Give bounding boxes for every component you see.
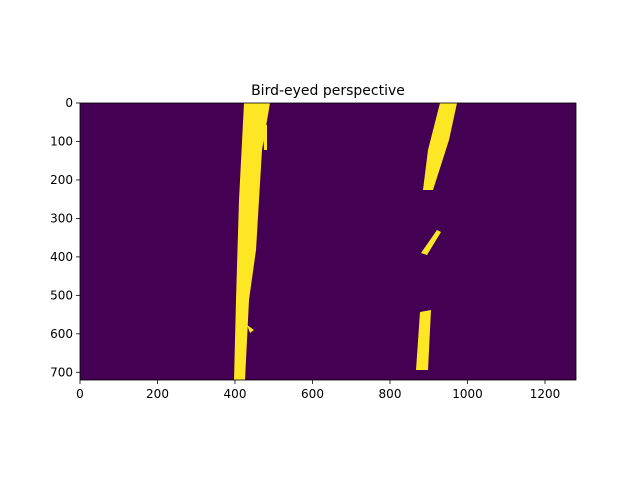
lane-fragment	[263, 125, 267, 150]
x-tick-label: 200	[146, 387, 169, 401]
y-tick-label: 700	[50, 365, 73, 379]
lane-fragment	[247, 325, 254, 333]
x-tick-label: 400	[224, 387, 247, 401]
x-tick-label: 600	[301, 387, 324, 401]
y-tick-label: 300	[50, 211, 73, 225]
left-lane	[234, 103, 270, 380]
x-tick-label: 800	[379, 387, 402, 401]
x-tick-label: 1200	[530, 387, 561, 401]
y-tick-label: 500	[50, 288, 73, 302]
right-lane-dash	[416, 310, 431, 370]
lane-pixels	[234, 103, 457, 380]
y-tick-label: 400	[50, 250, 73, 264]
right-lane-dash	[421, 230, 441, 255]
y-tick-label: 200	[50, 173, 73, 187]
right-lane	[423, 103, 457, 190]
y-tick-label: 0	[65, 96, 73, 110]
x-tick-label: 0	[76, 387, 84, 401]
chart-title: Bird-eyed perspective	[251, 83, 405, 99]
x-tick-label: 1000	[452, 387, 483, 401]
image-background	[80, 103, 576, 380]
y-tick-label: 100	[50, 134, 73, 148]
y-tick-label: 600	[50, 327, 73, 341]
plot-frame	[79, 102, 577, 381]
